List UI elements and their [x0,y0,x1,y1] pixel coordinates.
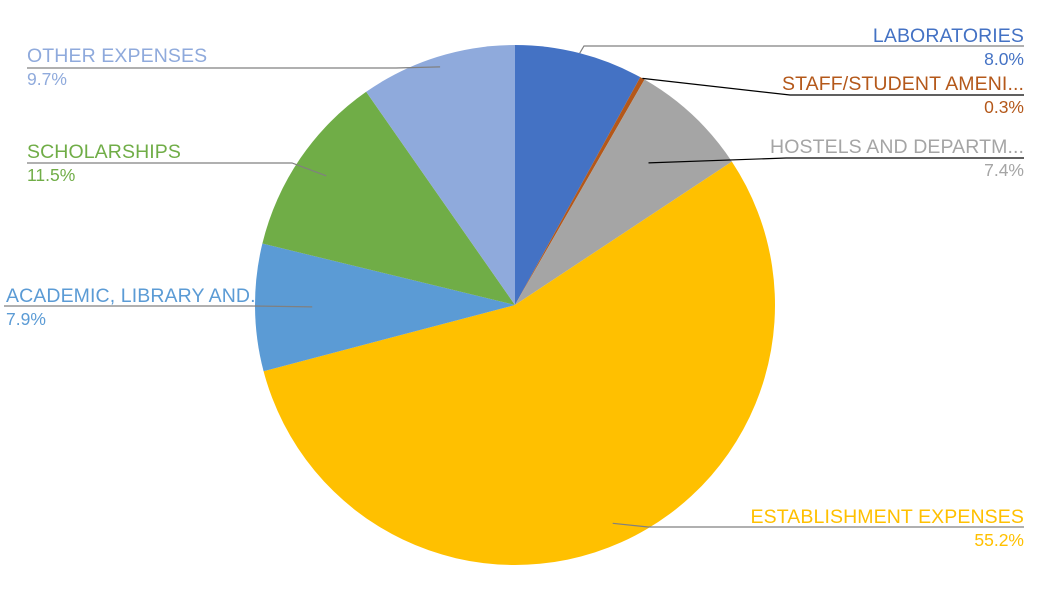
callout-value-staff-student-amenities: 0.3% [984,97,1024,117]
pie-slice[interactable] [515,45,641,305]
callout-label-other-expenses: OTHER EXPENSES [27,45,208,67]
leader-line [27,162,327,177]
pie-slice[interactable] [255,243,515,372]
callout-value-other-expenses: 9.7% [27,69,67,89]
callout-staff-student-amenities[interactable]: STAFF/STUDENT AMENI... 0.3% [782,73,1024,118]
pie-slices [255,44,776,565]
pie-slice[interactable] [515,79,732,305]
leader-line [612,522,1024,528]
callout-value-scholarships: 11.5% [27,165,76,185]
pie-slice[interactable] [262,91,515,305]
callout-label-establishment-expenses: ESTABLISHMENT EXPENSES [750,506,1024,528]
leader-line [579,45,1024,54]
callout-label-staff-student-amenities: STAFF/STUDENT AMENI... [782,73,1024,95]
leader-lines [4,45,1024,528]
callout-other-expenses[interactable]: OTHER EXPENSES 9.7% [27,45,207,90]
callout-scholarships[interactable]: SCHOLARSHIPS 11.5% [27,141,181,186]
callout-value-academic-library-and-others: 7.9% [6,309,46,329]
callout-hostels-and-departments[interactable]: HOSTELS AND DEPARTM... 7.4% [770,136,1024,181]
callout-value-laboratories: 8.0% [984,49,1024,69]
leader-line [648,157,1024,164]
leader-line [27,66,441,69]
callout-label-laboratories: LABORATORIES [872,25,1024,47]
callout-label-academic-library-and-others: ACADEMIC, LIBRARY AND... [6,285,267,307]
callout-laboratories[interactable]: LABORATORIES 8.0% [873,25,1024,70]
pie-slice[interactable] [263,161,776,565]
pie-slice[interactable] [515,77,645,305]
callout-label-hostels-and-departments: HOSTELS AND DEPARTM... [770,136,1024,158]
callout-label-scholarships: SCHOLARSHIPS [27,141,181,163]
callout-value-hostels-and-departments: 7.4% [984,160,1024,180]
callout-value-establishment-expenses: 55.2% [974,530,1024,550]
leader-line [4,305,313,308]
pie-slice[interactable] [366,44,515,305]
callout-establishment-expenses[interactable]: ESTABLISHMENT EXPENSES 55.2% [751,506,1024,551]
leader-line [642,77,1024,96]
callout-academic-library-and-others[interactable]: ACADEMIC, LIBRARY AND... 7.9% [6,285,267,330]
